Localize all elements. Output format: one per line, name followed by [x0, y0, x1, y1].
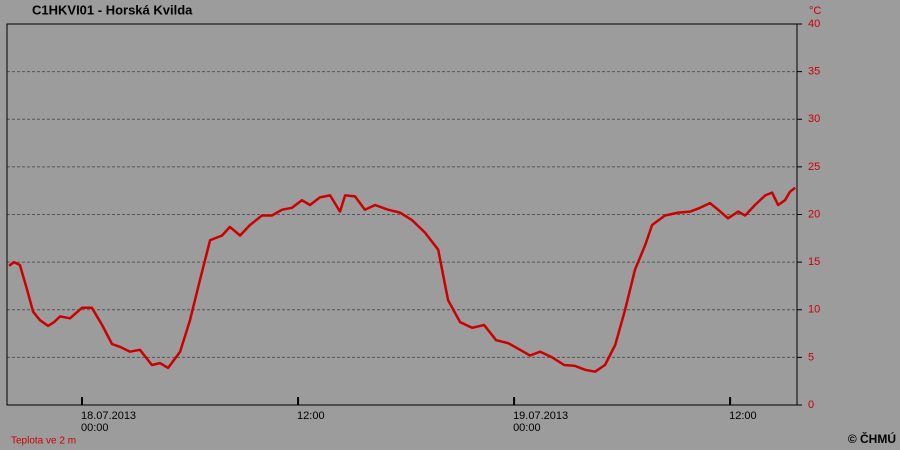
- x-tick-label: 00:00: [81, 422, 109, 434]
- plot-frame: [6, 23, 798, 406]
- x-tick-label: 12:00: [729, 410, 757, 422]
- x-tick-label: 12:00: [297, 410, 325, 422]
- y-tick-label: 0: [808, 399, 814, 411]
- y-tick-label: 15: [808, 256, 820, 268]
- y-axis-unit: °C: [809, 5, 821, 17]
- y-tick-label: 35: [808, 66, 820, 78]
- x-tick-label: 19.07.2013: [513, 410, 568, 422]
- y-tick-label: 30: [808, 113, 820, 125]
- y-tick-label: 40: [808, 18, 820, 30]
- y-tick-label: 20: [808, 208, 820, 220]
- y-tick-label: 10: [808, 304, 820, 316]
- x-tick-label: 00:00: [513, 422, 541, 434]
- y-tick-label: 25: [808, 161, 820, 173]
- x-tick-label: 18.07.2013: [81, 410, 136, 422]
- chart-title: C1HKVI01 - Horská Kvilda: [32, 2, 193, 17]
- y-tick-label: 5: [808, 351, 814, 363]
- series-label: Teplota ve 2 m: [11, 436, 76, 447]
- credit: © ČHMÚ: [848, 431, 896, 446]
- temperature-line: [8, 186, 796, 373]
